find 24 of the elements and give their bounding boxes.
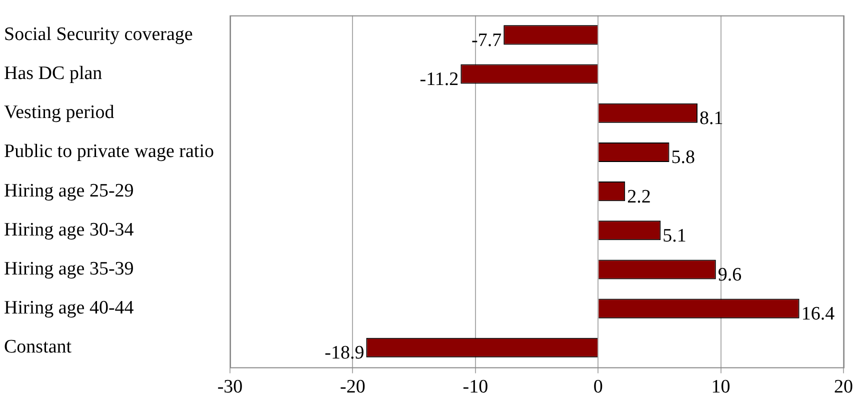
- y-tick-label: Public to private wage ratio: [4, 141, 214, 162]
- y-tick-label: Social Security coverage: [4, 24, 193, 45]
- data-label: 16.4: [801, 304, 836, 325]
- data-label: 8.1: [699, 108, 724, 130]
- y-tick-label: Has DC plan: [4, 63, 103, 84]
- data-label: 2.2: [627, 186, 651, 208]
- x-tick-label: 0: [593, 376, 603, 398]
- y-tick-label: Vesting period: [4, 102, 115, 124]
- x-tick-label: 10: [711, 376, 730, 398]
- data-label: 5.8: [671, 147, 696, 168]
- x-tick-label: 20: [834, 376, 853, 398]
- y-tick-label: Hiring age 40-44: [4, 298, 134, 319]
- data-label: -11.2: [420, 69, 459, 90]
- y-tick-label: Constant: [4, 336, 72, 358]
- data-label: 9.6: [718, 264, 742, 286]
- x-tick-label: -30: [217, 376, 243, 398]
- x-tick-label: -10: [462, 376, 488, 398]
- y-tick-label: Hiring age 30-34: [4, 219, 134, 240]
- data-label: -18.9: [324, 342, 364, 364]
- data-label: 5.1: [662, 225, 686, 246]
- y-tick-label: Hiring age 35-39: [4, 258, 134, 280]
- x-tick-label: -20: [340, 376, 366, 398]
- y-tick-label: Hiring age 25-29: [4, 180, 134, 202]
- data-label: -7.7: [472, 30, 502, 51]
